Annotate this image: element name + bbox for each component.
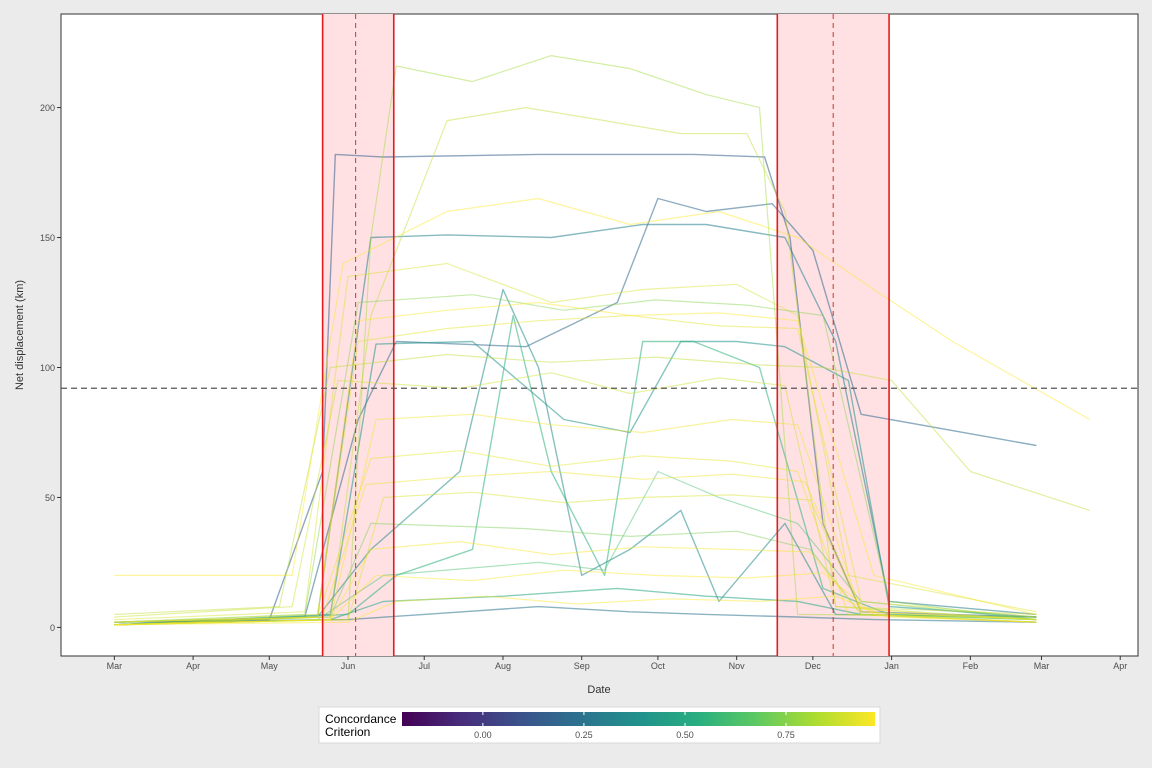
series-line (114, 301, 1037, 623)
series-line (114, 541, 1037, 626)
series-line (114, 372, 1037, 618)
y-tick-label: 150 (40, 233, 55, 243)
x-tick-label: Nov (729, 661, 746, 671)
x-tick-label: May (261, 661, 279, 671)
series-line (114, 491, 1037, 626)
x-axis: Mar Apr May Jun Jul Aug Sep Oct Nov Dec Jan Feb Mar A… (107, 656, 1127, 671)
reference-lines (61, 14, 1138, 656)
series-line (114, 522, 1037, 623)
series-line (114, 262, 1037, 621)
series-line (114, 223, 1037, 626)
x-tick-label: Mar (107, 661, 123, 671)
series-line (114, 353, 1090, 615)
x-tick-label: Jul (418, 661, 430, 671)
series-line (114, 595, 1037, 626)
series-line (114, 153, 1037, 626)
x-tick-label: Mar (1034, 661, 1050, 671)
legend-title: Concordance Criterion (325, 712, 400, 739)
x-tick-label: Jun (341, 661, 356, 671)
series-lines (114, 55, 1090, 626)
x-tick-label: Feb (963, 661, 979, 671)
series-line (114, 314, 1037, 626)
colorbar-tick-label: 0.75 (777, 730, 795, 740)
series-line (114, 450, 1037, 623)
series-line (114, 197, 1090, 576)
series-line (114, 340, 1037, 626)
series-line (114, 107, 1037, 626)
colorbar-ticks: 0.00 0.25 0.50 0.75 (474, 712, 795, 740)
x-tick-label: Aug (495, 661, 511, 671)
series-line (114, 288, 1037, 623)
legend: Concordance Criterion 0.00 0.25 0.50 0.75 (318, 706, 881, 744)
y-axis: 0 50 100 150 200 (40, 103, 61, 633)
colorbar-tick-label: 0.00 (474, 730, 492, 740)
colorbar-tick-label: 0.50 (676, 730, 694, 740)
series-line (114, 314, 1037, 623)
series-line (114, 413, 1037, 626)
shaded-window (322, 14, 394, 656)
y-tick-label: 200 (40, 103, 55, 113)
series-line (114, 605, 1037, 623)
x-axis-label: Date (587, 684, 610, 696)
series-line (114, 294, 1037, 623)
x-tick-label: Dec (805, 661, 822, 671)
x-tick-label: Sep (574, 661, 590, 671)
y-tick-label: 50 (45, 493, 55, 503)
x-tick-label: Oct (651, 661, 666, 671)
series-line (114, 197, 1037, 626)
y-axis-label: Net displacement (km) (14, 280, 26, 390)
series-line (114, 470, 1037, 626)
series-line (114, 55, 1037, 626)
x-tick-label: Apr (186, 661, 200, 671)
colorbar-tick-label: 0.25 (575, 730, 593, 740)
series-line (114, 587, 1037, 626)
plot-background (60, 13, 1139, 657)
y-tick-label: 100 (40, 363, 55, 373)
x-tick-label: Apr (1113, 661, 1127, 671)
x-tick-label: Jan (884, 661, 899, 671)
y-tick-label: 0 (50, 623, 55, 633)
series-line (114, 569, 1037, 626)
colorbar (402, 712, 875, 726)
